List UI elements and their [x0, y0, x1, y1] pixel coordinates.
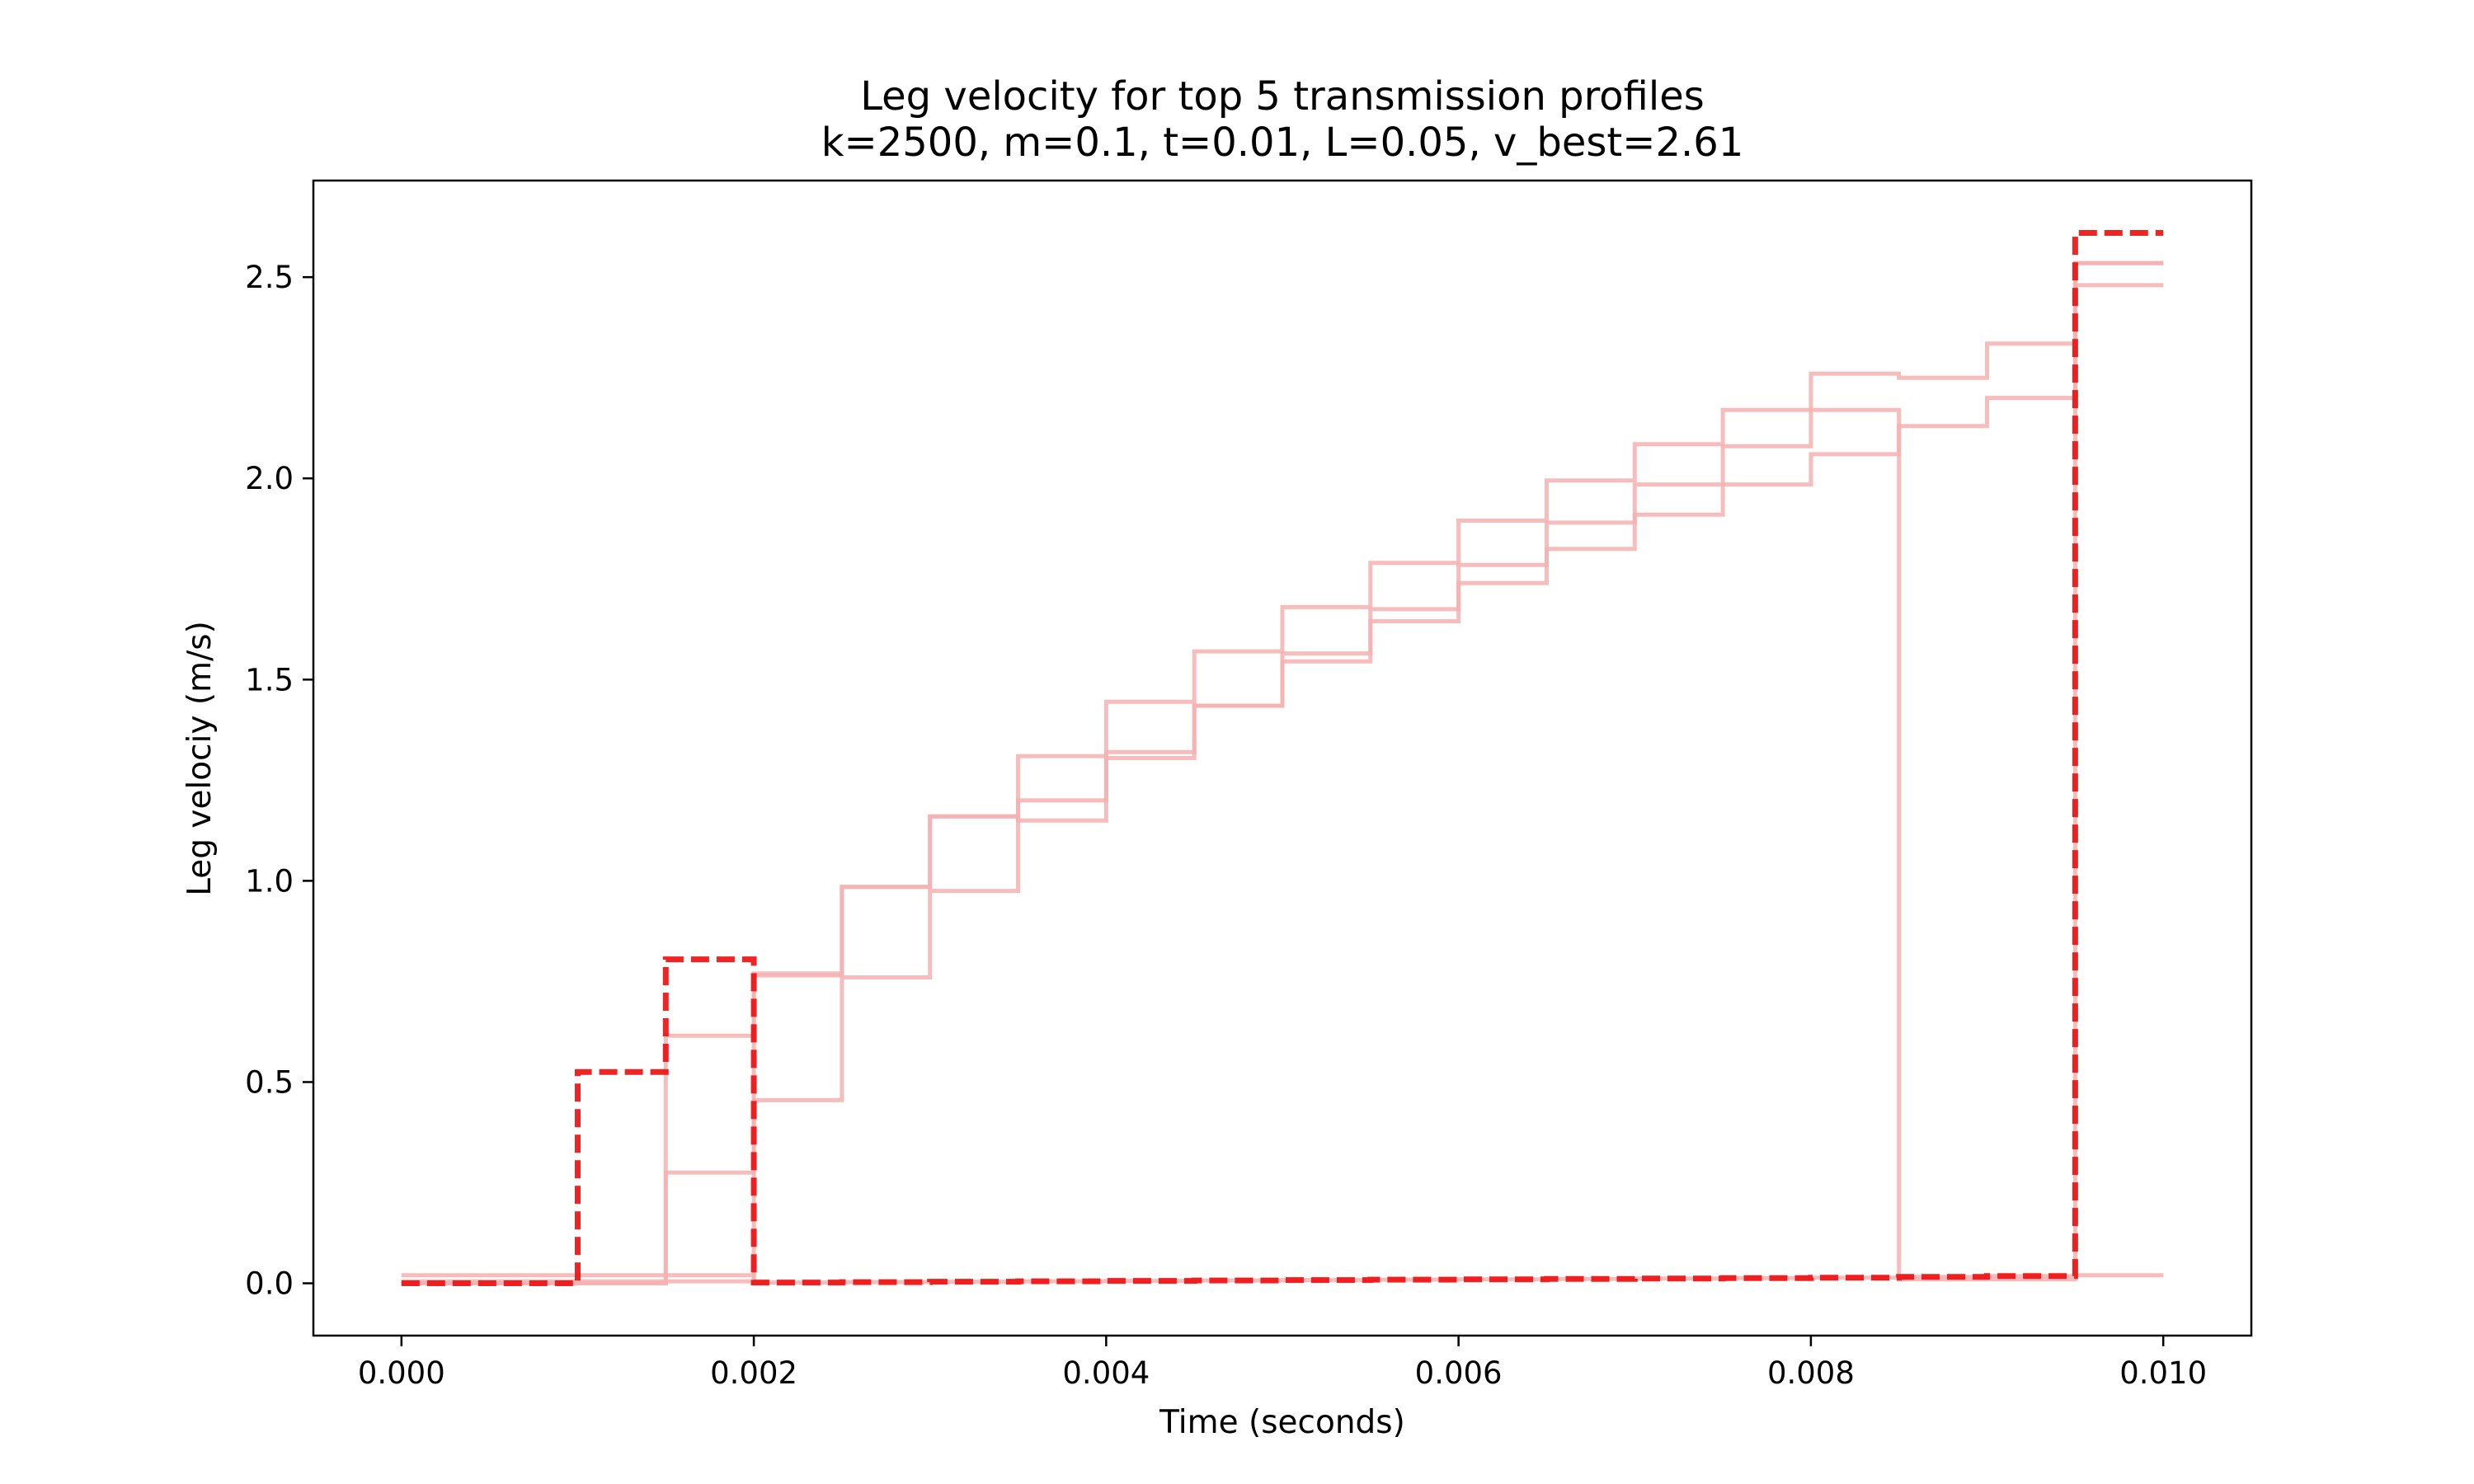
series-layer — [401, 230, 2164, 1286]
x-tick-label: 0.010 — [2119, 1355, 2207, 1391]
y-tick-label: 1.5 — [245, 662, 294, 697]
tick-layer: 0.000 0.002 0.004 0.006 0.008 0.010 0.0 0.5 1.0 1… — [245, 260, 2207, 1391]
y-axis-label: Leg velociy (m/s) — [181, 621, 219, 896]
y-tick-label: 1.0 — [245, 863, 294, 899]
x-tick-label: 0.002 — [710, 1355, 797, 1391]
series-line-best — [401, 230, 2164, 1286]
chart-subtitle: k=2500, m=0.1, t=0.01, L=0.05, v_best=2.… — [821, 120, 1744, 166]
plot-area-frame — [312, 179, 2253, 1337]
y-tick-label: 0.5 — [245, 1064, 294, 1100]
x-tick-label: 0.000 — [358, 1355, 445, 1391]
x-tick-label: 0.004 — [1062, 1355, 1150, 1391]
x-tick-label: 0.008 — [1767, 1355, 1855, 1391]
chart-title: Leg velocity for top 5 transmission prof… — [860, 73, 1705, 120]
y-tick-label: 2.5 — [245, 260, 294, 295]
x-tick-label: 0.006 — [1415, 1355, 1503, 1391]
series-line-2 — [401, 261, 2164, 1285]
y-tick-label: 2.0 — [245, 461, 294, 496]
series-line-3 — [401, 283, 2164, 1285]
x-axis-label: Time (seconds) — [1159, 1404, 1405, 1441]
y-tick-label: 0.0 — [245, 1266, 294, 1302]
